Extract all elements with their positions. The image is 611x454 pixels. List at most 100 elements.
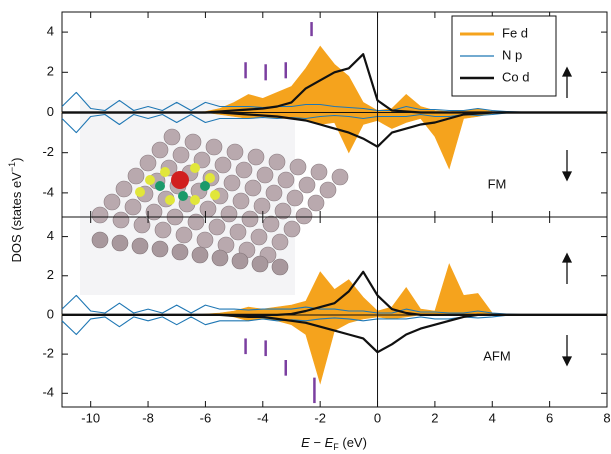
x-label-unit: (eV) [339,435,367,450]
atom [111,234,129,252]
y-tick-label: -4 [42,184,54,199]
atom [289,158,307,176]
atom [271,233,289,251]
atom [310,163,328,181]
atom [232,192,250,210]
atom [139,154,157,172]
y-axis-label: DOS (states eV−1) [7,158,24,263]
atom [124,198,142,216]
atom [191,246,209,264]
molecule-atom [165,195,175,205]
y-tick-label: 4 [47,24,54,39]
plot-area: -4 -2 0 2 4 FM -4 -2 0 2 4 -10 -8 -6 -4 -2 0 2 4 6 8 AFM Fe d N… [42,11,611,425]
atom [250,228,268,246]
atom [211,249,229,267]
atom [223,174,241,192]
atom [295,207,313,225]
x-tick-label: 8 [603,410,610,425]
atom [115,180,133,198]
atom [241,210,259,228]
atom [268,153,286,171]
molecule-atom [210,190,220,200]
atom [274,202,292,220]
atom [175,226,193,244]
atom [319,181,337,199]
atom [131,237,149,255]
molecule-atom [160,167,170,177]
y-tick-label: 4 [47,228,54,243]
fe-d-area [61,314,608,385]
y-tick-label: 2 [47,267,54,282]
y-tick-label: -4 [42,385,54,400]
atom [256,166,274,184]
arrow-head [561,252,573,263]
molecule-atom [155,181,165,191]
panel-frame [61,216,608,408]
x-tick-label: 4 [489,410,496,425]
x-axis-label: E − EF (eV) [301,435,367,452]
y-label-sup: −1 [7,162,17,172]
atom [251,255,269,273]
molecule-atom [190,163,200,173]
atom [265,184,283,202]
atom [91,231,109,249]
atom [262,215,280,233]
atom [231,252,249,270]
legend-label: Co d [502,69,529,84]
atom [163,128,181,146]
atom [127,167,145,185]
x-label-sub: F [333,442,339,452]
y-tick-label: 0 [47,306,54,321]
atom [247,148,265,166]
x-tick-label: -8 [142,410,154,425]
x-tick-label: -10 [81,410,100,425]
atom [196,231,214,249]
x-tick-label: -6 [200,410,212,425]
spin-arrows [561,66,573,367]
atom [331,168,349,186]
molecule-atom [178,191,188,201]
arrow-head [561,66,573,77]
x-tick-label: 0 [374,410,381,425]
atom [205,138,223,156]
atom [112,211,130,229]
structure-inset [80,100,349,295]
panel-label: FM [488,176,507,191]
arrow-head [561,171,573,182]
atom [244,179,262,197]
atom [271,258,289,276]
atom [151,240,169,258]
arrow-head [561,356,573,367]
y-tick-label: -2 [42,346,54,361]
atom [283,220,301,238]
atom [171,243,189,261]
atom [145,203,163,221]
y-tick-label: 0 [47,104,54,119]
atom [307,194,325,212]
y-tick-label: 2 [47,64,54,79]
molecule-atom [200,181,210,191]
x-label-main: E − E [301,435,333,450]
legend-label: N p [502,47,522,62]
y-label-main: DOS (states eV [9,172,24,263]
molecule-atom [145,175,155,185]
atom [154,221,172,239]
atom [220,205,238,223]
atom [91,206,109,224]
atom [298,176,316,194]
atom [187,213,205,231]
atom [103,193,121,211]
atom [286,189,304,207]
x-tick-label: 6 [546,410,553,425]
atom [253,197,271,215]
panel-label: AFM [483,348,510,363]
atom [229,223,247,241]
y-label-end: ) [9,158,24,162]
atom [199,200,217,218]
atom [214,156,232,174]
legend: Fe d N p Co d [451,15,557,97]
atom [277,171,295,189]
molecule-atom [135,187,145,197]
atom [184,133,202,151]
